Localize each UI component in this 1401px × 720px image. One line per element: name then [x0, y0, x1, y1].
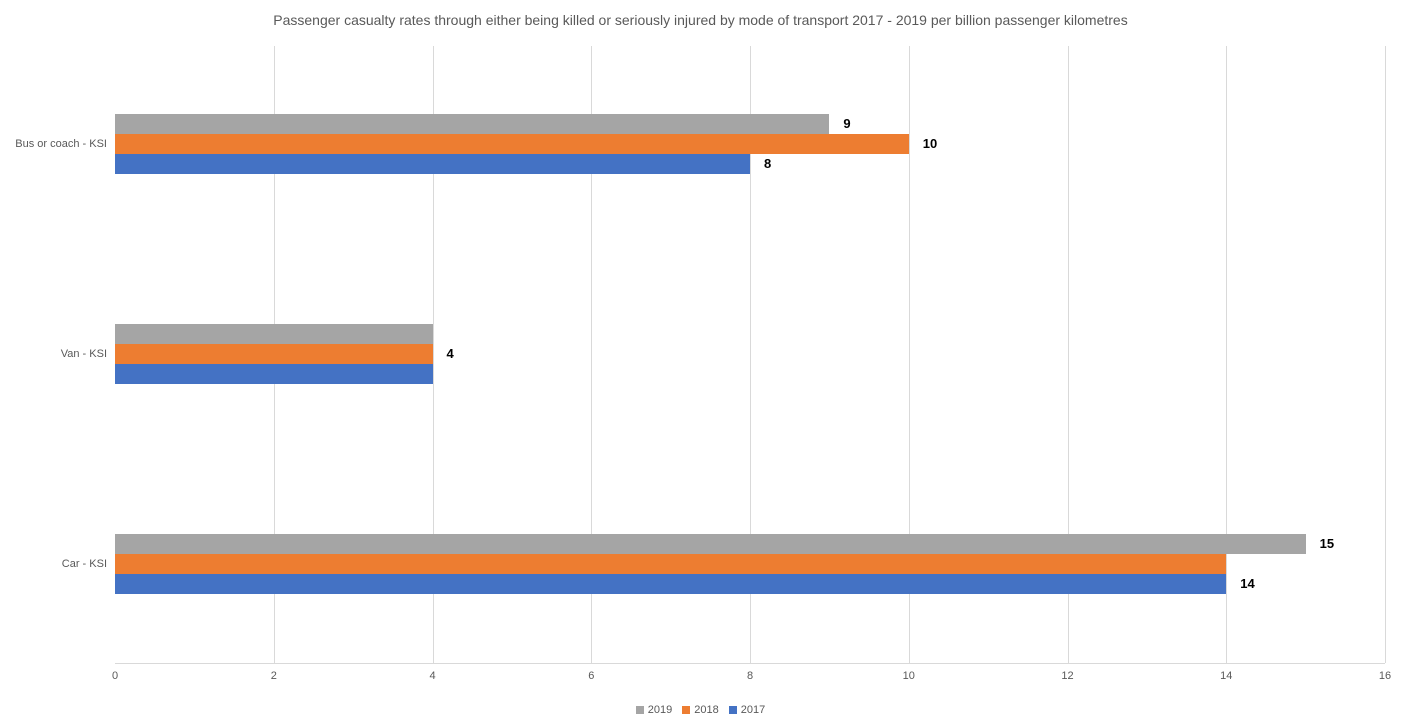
bar [115, 554, 1226, 574]
legend-label: 2019 [648, 704, 672, 716]
legend-swatch [682, 706, 690, 714]
bar-group: 9108 [115, 114, 1385, 174]
bar: 14 [115, 574, 1226, 594]
legend-label: 2017 [741, 704, 765, 716]
y-tick-label: Van - KSI [61, 348, 107, 360]
legend: 2019 2018 2017 [0, 704, 1401, 716]
x-tick-label: 0 [112, 670, 118, 682]
legend-item: 2017 [729, 704, 765, 716]
bar [115, 324, 433, 344]
bar-value-label: 8 [750, 154, 771, 174]
x-tick-label: 6 [588, 670, 594, 682]
legend-swatch [729, 706, 737, 714]
bar [115, 364, 433, 384]
legend-swatch [636, 706, 644, 714]
bar-value-label: 15 [1306, 534, 1334, 554]
bar-group: 4 [115, 324, 1385, 384]
bar-group: 1514 [115, 534, 1385, 594]
x-tick-label: 2 [271, 670, 277, 682]
bar-value-label: 10 [909, 134, 937, 154]
legend-item: 2019 [636, 704, 672, 716]
x-tick-label: 16 [1379, 670, 1391, 682]
bar: 8 [115, 154, 750, 174]
chart-title: Passenger casualty rates through either … [0, 0, 1401, 28]
plot-wrapper: 02468101214169108Bus or coach - KSI4Van … [115, 46, 1385, 664]
bar: 15 [115, 534, 1306, 554]
x-tick-label: 14 [1220, 670, 1232, 682]
x-tick-label: 4 [429, 670, 435, 682]
y-tick-label: Bus or coach - KSI [15, 138, 107, 150]
bar-value-label: 9 [829, 114, 850, 134]
bar: 4 [115, 344, 433, 364]
legend-label: 2018 [694, 704, 718, 716]
bar: 9 [115, 114, 829, 134]
y-tick-label: Car - KSI [62, 558, 107, 570]
x-tick-label: 12 [1061, 670, 1073, 682]
plot-area: 02468101214169108Bus or coach - KSI4Van … [115, 46, 1385, 664]
legend-item: 2018 [682, 704, 718, 716]
x-tick-label: 10 [903, 670, 915, 682]
bar-value-label: 4 [433, 344, 454, 364]
gridline [1385, 46, 1386, 663]
x-tick-label: 8 [747, 670, 753, 682]
bar-value-label: 14 [1226, 574, 1254, 594]
bar: 10 [115, 134, 909, 154]
